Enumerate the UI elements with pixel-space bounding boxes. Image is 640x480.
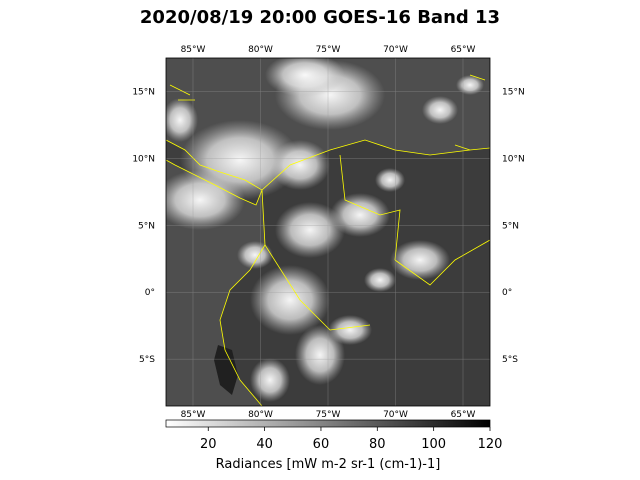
colorbar-tick-label: 40 bbox=[256, 437, 273, 452]
lat-tick-label: 5°S bbox=[139, 355, 155, 365]
lat-tick-label: 5°N bbox=[138, 221, 155, 231]
lon-tick-label: 70°W bbox=[383, 45, 408, 55]
lon-tick-label: 85°W bbox=[181, 45, 206, 55]
border-colombia-venezuela bbox=[339, 154, 401, 261]
lat-tick-label: 5°N bbox=[502, 221, 519, 231]
lat-tick-label: 15°N bbox=[502, 87, 525, 97]
colorbar-tick-label: 20 bbox=[200, 437, 217, 452]
map-title: 2020/08/19 20:00 GOES-16 Band 13 bbox=[139, 7, 501, 28]
lat-tick-label: 15°N bbox=[132, 87, 155, 97]
colorbar bbox=[165, 419, 491, 428]
lon-ticks-bottom: 85°W 80°W 75°W 70°W 65°W bbox=[181, 410, 476, 420]
cloud-layer bbox=[166, 58, 484, 402]
map-panel bbox=[166, 58, 490, 406]
lat-tick-label: 0° bbox=[145, 288, 155, 298]
lon-ticks-top: 85°W 80°W 75°W 70°W 65°W bbox=[181, 45, 476, 55]
lon-tick-label: 80°W bbox=[248, 45, 273, 55]
lon-tick-label: 65°W bbox=[451, 410, 476, 420]
colorbar-ticks: 20 40 60 80 100 120 bbox=[200, 427, 502, 452]
coastlines bbox=[166, 74, 490, 406]
lon-tick-label: 75°W bbox=[316, 45, 341, 55]
border-venezuela-brazil bbox=[394, 239, 490, 286]
lat-tick-label: 10°N bbox=[132, 154, 155, 164]
border-colombia-peru bbox=[264, 244, 371, 331]
lat-ticks-left: 15°N 10°N 5°N 0° 5°S bbox=[132, 87, 155, 365]
colorbar-tick-label: 100 bbox=[421, 437, 446, 452]
lat-tick-label: 5°S bbox=[502, 355, 518, 365]
colorbar-tick-label: 60 bbox=[313, 437, 330, 452]
map-frame bbox=[165, 57, 491, 407]
colorbar-tick-label: 120 bbox=[478, 437, 503, 452]
lon-tick-label: 85°W bbox=[181, 410, 206, 420]
lat-tick-label: 10°N bbox=[502, 154, 525, 164]
land-andes-west-coast bbox=[214, 345, 238, 395]
coastline-caribbean-north bbox=[261, 139, 490, 191]
lat-ticks-right: 15°N 10°N 5°N 0° 5°S bbox=[502, 87, 525, 365]
lon-tick-label: 70°W bbox=[383, 410, 408, 420]
land-south-america bbox=[220, 140, 490, 406]
lon-tick-label: 80°W bbox=[248, 410, 273, 420]
colorbar-label: Radiances [mW m-2 sr-1 (cm-1)-1] bbox=[216, 457, 441, 472]
gridlines bbox=[166, 58, 490, 406]
coastline-central-america bbox=[166, 139, 263, 206]
lat-tick-label: 0° bbox=[502, 288, 512, 298]
colorbar-tick-label: 80 bbox=[369, 437, 386, 452]
coastline-pacific-west bbox=[219, 189, 266, 406]
coastline-caribbean-islands bbox=[169, 74, 486, 151]
lon-tick-label: 65°W bbox=[451, 45, 476, 55]
lon-tick-label: 75°W bbox=[316, 410, 341, 420]
